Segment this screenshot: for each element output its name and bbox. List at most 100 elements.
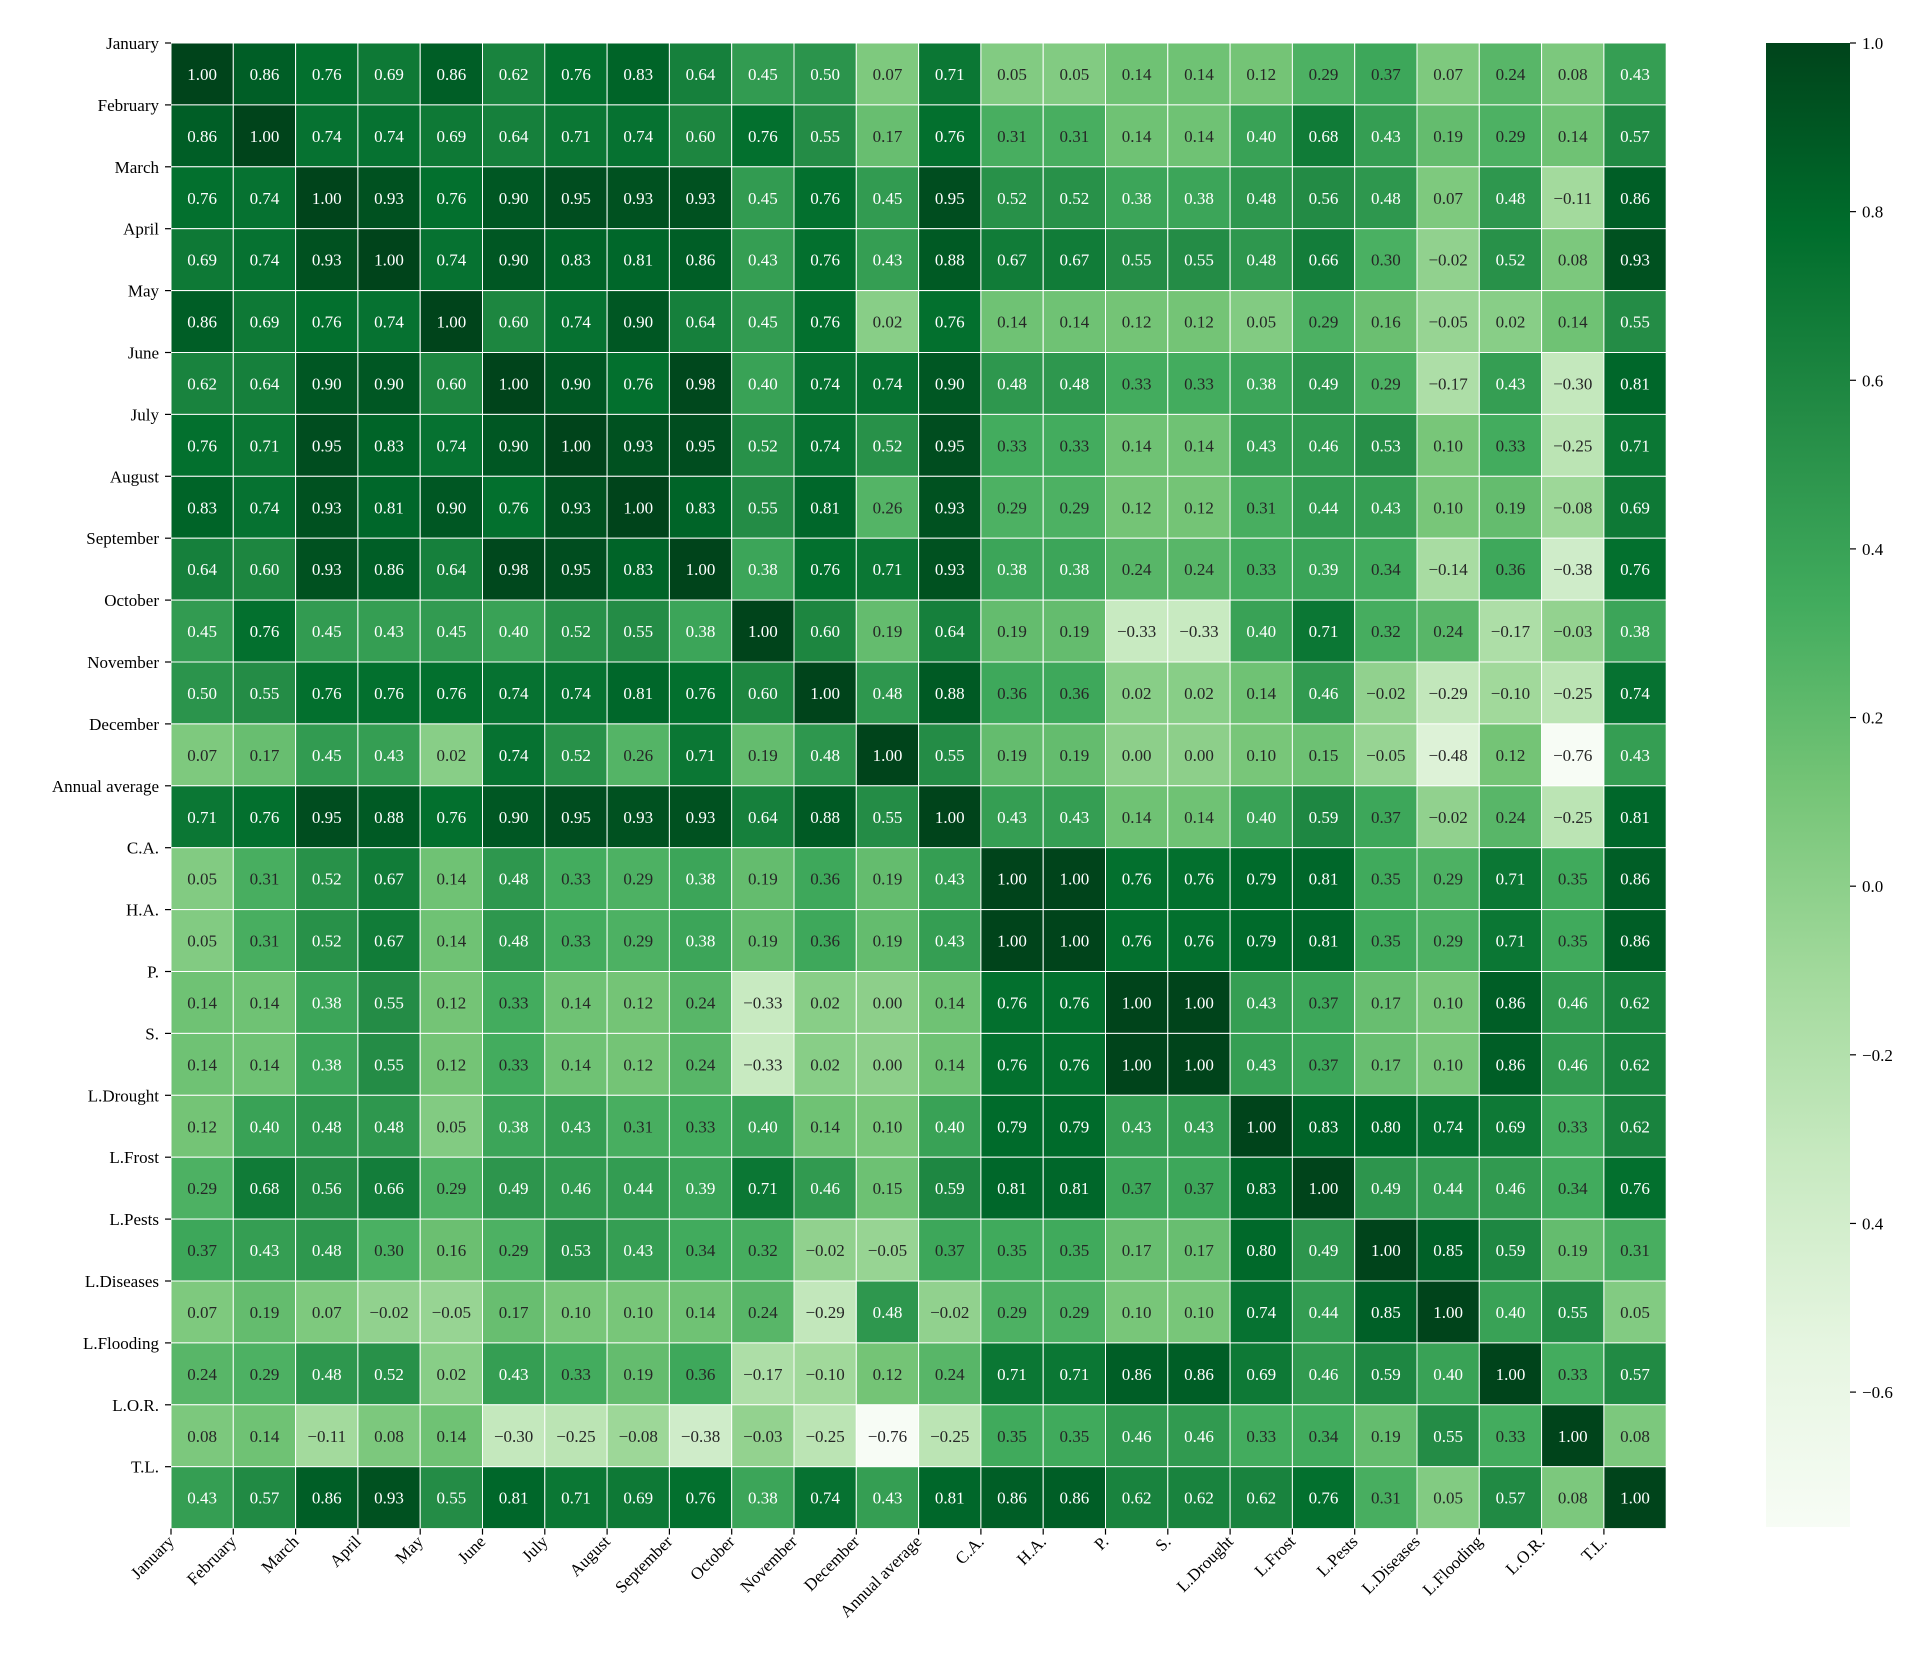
cell-value-label: 0.02 xyxy=(1184,684,1214,703)
heatmap-cell xyxy=(731,1094,795,1158)
y-tick-label: Annual average xyxy=(52,777,159,796)
cell-value-label: 0.64 xyxy=(250,374,280,393)
cell-value-label: 0.67 xyxy=(1059,251,1089,270)
cell-value-label: 0.26 xyxy=(873,498,903,517)
cell-value-label: 0.81 xyxy=(997,1179,1027,1198)
cell-value-label: 0.43 xyxy=(1246,1055,1276,1074)
cell-value-label: 0.12 xyxy=(623,1055,653,1074)
cell-value-label: 0.64 xyxy=(436,560,466,579)
cell-value-label: 0.14 xyxy=(187,1055,217,1074)
cell-value-label: 0.00 xyxy=(1184,746,1214,765)
heatmap-cell xyxy=(1229,104,1293,168)
heatmap-cell xyxy=(1354,475,1418,539)
heatmap-cell xyxy=(1105,104,1169,168)
cell-value-label: 0.19 xyxy=(873,622,903,641)
heatmap-cell xyxy=(1603,352,1667,415)
cell-value-label: −0.11 xyxy=(307,1427,346,1446)
cell-value-label: 0.31 xyxy=(1371,1489,1401,1508)
cell-value-label: 1.00 xyxy=(1371,1241,1401,1260)
cell-value-label: 0.81 xyxy=(374,498,404,517)
heatmap-cell xyxy=(232,228,297,292)
heatmap-cell xyxy=(1603,599,1667,663)
heatmap-cell xyxy=(1291,228,1356,292)
heatmap-cell xyxy=(544,1404,608,1468)
heatmap-cell xyxy=(419,723,484,787)
cell-value-label: 0.40 xyxy=(1246,808,1276,827)
cell-value-label: 0.14 xyxy=(436,1427,466,1446)
heatmap-cell xyxy=(295,599,359,663)
cell-value-label: 0.38 xyxy=(686,622,716,641)
heatmap-cell xyxy=(1105,909,1169,972)
heatmap-cell xyxy=(855,228,920,292)
cell-value-label: 0.10 xyxy=(1184,1303,1214,1322)
heatmap-cell xyxy=(419,104,484,168)
heatmap-cell xyxy=(295,42,359,106)
heatmap-cell xyxy=(170,1094,234,1158)
cell-value-label: 0.24 xyxy=(1184,560,1214,579)
y-tick-label: L.Flooding xyxy=(83,1334,160,1353)
cell-value-label: −0.17 xyxy=(743,1365,783,1384)
cell-value-label: 0.64 xyxy=(686,65,716,84)
cell-value-label: −0.25 xyxy=(1553,436,1592,455)
cell-value-label: 0.76 xyxy=(436,808,466,827)
cell-value-label: 0.35 xyxy=(1558,932,1588,951)
heatmap-cell xyxy=(1603,1094,1667,1158)
cell-value-label: 0.40 xyxy=(1246,127,1276,146)
heatmap-cell xyxy=(980,1032,1044,1096)
y-tick-label: January xyxy=(106,34,159,53)
cell-value-label: 0.38 xyxy=(997,560,1027,579)
cell-value-label: 0.24 xyxy=(1122,560,1152,579)
heatmap-cell xyxy=(731,785,795,849)
heatmap-cell xyxy=(419,909,484,972)
cell-value-label: 0.80 xyxy=(1246,1241,1276,1260)
x-tick-label: February xyxy=(183,1532,240,1589)
cell-value-label: 0.67 xyxy=(374,870,404,889)
heatmap-cell xyxy=(606,1466,670,1530)
x-tick-label: H.A. xyxy=(1013,1532,1050,1569)
heatmap-cell xyxy=(482,785,546,849)
heatmap-cell xyxy=(1167,1466,1231,1530)
cell-value-label: −0.05 xyxy=(868,1241,907,1260)
heatmap-cell xyxy=(544,1280,608,1344)
heatmap-cell xyxy=(1603,537,1667,601)
cell-value-label: 0.79 xyxy=(1059,1117,1089,1136)
colorbar-tick-label: 0.4 xyxy=(1862,540,1884,559)
cell-value-label: 0.74 xyxy=(250,251,280,270)
cell-value-label: 0.15 xyxy=(873,1179,903,1198)
heatmap-cell xyxy=(1603,909,1667,972)
heatmap-cell xyxy=(606,413,670,477)
heatmap-cell xyxy=(170,599,234,663)
heatmap-cell xyxy=(1478,228,1543,292)
cell-value-label: 0.43 xyxy=(1620,746,1650,765)
heatmap-cell xyxy=(1603,1156,1667,1220)
heatmap-cell xyxy=(357,537,421,601)
cell-value-label: 0.86 xyxy=(187,313,217,332)
cell-value-label: 0.00 xyxy=(1122,746,1152,765)
cell-value-label: 0.07 xyxy=(1433,189,1463,208)
y-tick-label: H.A. xyxy=(126,901,159,920)
cell-value-label: 0.02 xyxy=(873,313,903,332)
heatmap-cell xyxy=(170,1404,234,1468)
cell-value-label: −0.76 xyxy=(868,1427,907,1446)
heatmap-cell xyxy=(606,723,670,787)
heatmap-cell xyxy=(731,413,795,477)
cell-value-label: 0.02 xyxy=(436,746,466,765)
cell-value-label: 0.19 xyxy=(1371,1427,1401,1446)
heatmap-cell xyxy=(544,661,608,725)
cell-value-label: 0.52 xyxy=(561,746,591,765)
heatmap-cell xyxy=(357,228,421,292)
cell-value-label: 0.74 xyxy=(312,127,342,146)
cell-value-label: 0.24 xyxy=(1496,808,1526,827)
cell-value-label: 0.86 xyxy=(1620,932,1650,951)
heatmap-cell xyxy=(668,352,733,415)
heatmap-cell xyxy=(1291,847,1356,911)
heatmap-cell xyxy=(1541,104,1605,168)
cell-value-label: 0.69 xyxy=(1246,1365,1276,1384)
cell-value-label: 0.95 xyxy=(561,189,591,208)
y-tick-label: S. xyxy=(145,1024,159,1043)
heatmap-cell xyxy=(419,228,484,292)
heatmap-cell xyxy=(1416,104,1480,168)
cell-value-label: 1.00 xyxy=(1059,932,1089,951)
heatmap-cell xyxy=(357,290,421,354)
heatmap-cell xyxy=(793,475,857,539)
